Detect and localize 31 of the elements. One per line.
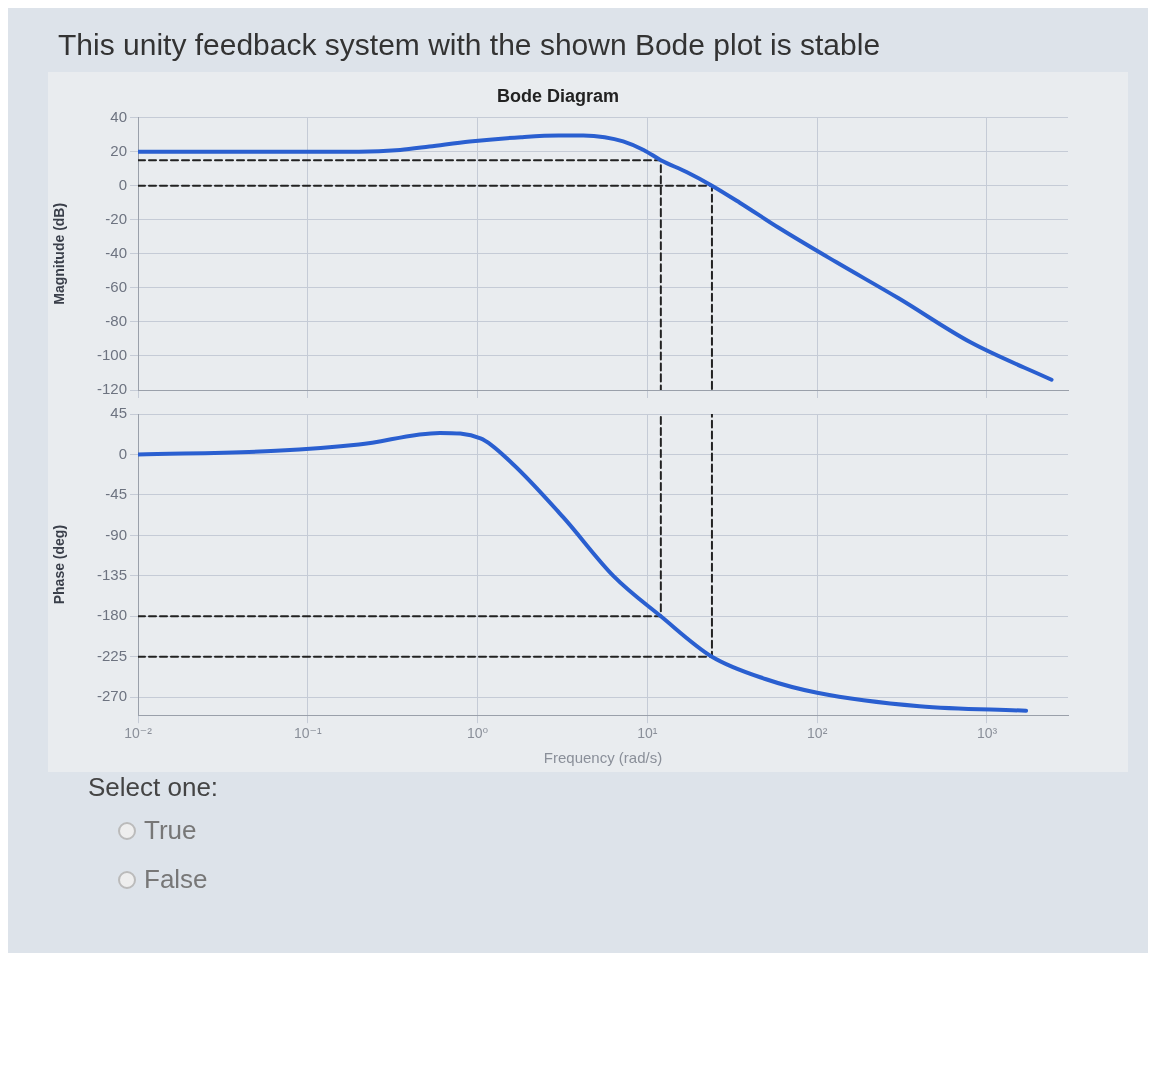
y-tick-label: 45 <box>110 404 127 422</box>
y-tick-label: -80 <box>105 312 127 330</box>
text: False <box>144 864 208 895</box>
y-tick-label: -135 <box>96 565 127 583</box>
y-tick-label: -100 <box>96 346 127 364</box>
x-tick-label: 10³ <box>976 725 998 742</box>
y-axis-title: Magnitude (dB) <box>51 202 68 305</box>
y-tick-label: 40 <box>110 107 127 125</box>
y-tick-label: -90 <box>105 525 127 543</box>
y-tick-label: -120 <box>96 380 127 398</box>
x-tick-label: 10⁻² <box>124 725 153 742</box>
y-tick-label: -40 <box>105 243 127 261</box>
y-tick-label: 0 <box>118 444 127 462</box>
y-tick-label: -270 <box>96 687 127 705</box>
text: This unity feedback system with the shown Bode plot is stable <box>57 27 882 63</box>
y-tick-label: 20 <box>110 141 127 159</box>
chart-title: Bode Diagram <box>496 85 620 106</box>
y-tick-label: -45 <box>105 485 127 503</box>
y-tick-label: 0 <box>118 175 127 193</box>
y-tick-label: -225 <box>96 646 127 664</box>
x-tick-label: 10⁻¹ <box>293 725 322 742</box>
x-axis-title: Frequency (rad/s) <box>543 749 663 767</box>
text: True <box>144 815 197 846</box>
y-tick-label: -180 <box>96 606 127 624</box>
x-tick-label: 10⁰ <box>467 725 489 742</box>
y-axis-title: Phase (deg) <box>51 524 68 605</box>
x-tick-label: 10² <box>807 725 828 742</box>
text: Select one: <box>88 772 219 803</box>
y-tick-label: -60 <box>105 277 127 295</box>
y-tick-label: -20 <box>105 209 127 227</box>
x-tick-label: 10¹ <box>637 725 658 742</box>
